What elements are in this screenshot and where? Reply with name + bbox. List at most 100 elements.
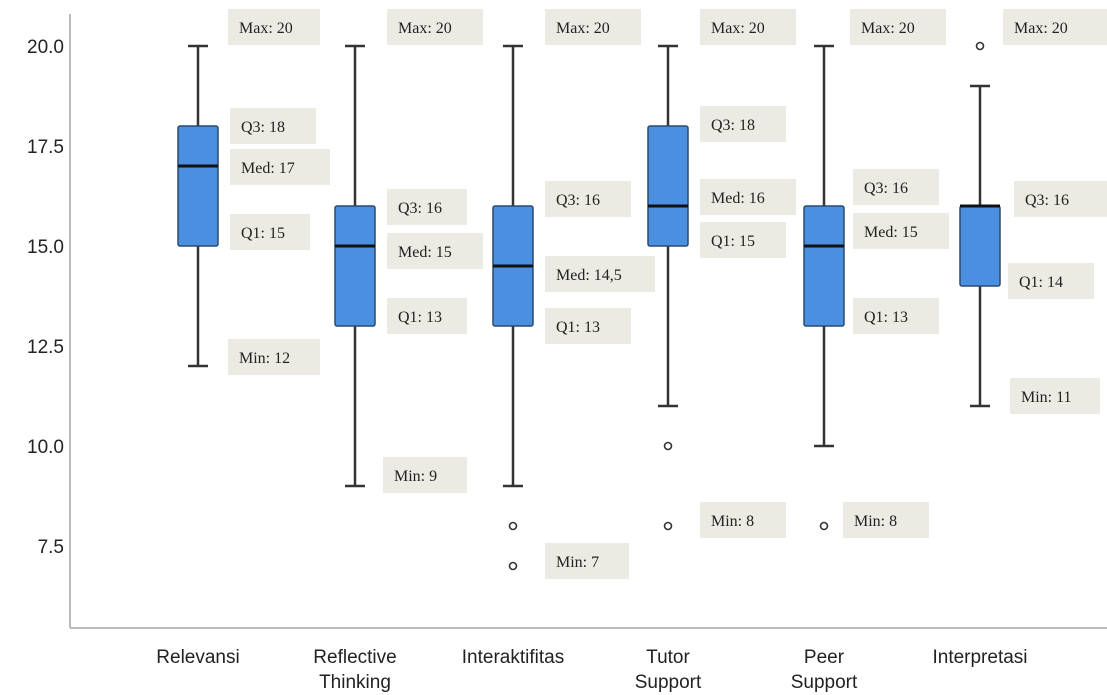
iqr-box	[647, 125, 689, 247]
x-category-label: Reflective	[313, 647, 396, 668]
annotation-min: Min: 8	[700, 502, 786, 538]
annotation-min-label: Min: 9	[394, 468, 437, 485]
box-6	[959, 41, 1001, 408]
annotation-max-label: Max: 20	[556, 20, 610, 37]
annotation-median: Med: 16	[700, 179, 796, 215]
annotation-bg	[853, 298, 939, 334]
annotation-bg	[545, 9, 641, 45]
annotation-bg	[230, 214, 310, 250]
annotation-bg	[545, 308, 631, 344]
annotation-q3: Q3: 18	[700, 106, 786, 142]
annotation-min-label: Min: 8	[854, 513, 897, 530]
x-category-label: Support	[791, 672, 858, 693]
annotation-bg	[853, 169, 939, 205]
annotation-bg	[700, 502, 786, 538]
annotation-bg	[545, 543, 629, 579]
annotation-min: Min: 9	[383, 457, 467, 493]
annotation-bg	[387, 9, 483, 45]
annotation-bg	[700, 106, 786, 142]
annotation-min: Min: 12	[228, 339, 320, 375]
annotation-max: Max: 20	[387, 9, 483, 45]
annotation-q3: Q3: 18	[230, 108, 316, 144]
y-tick-label: 20.0	[27, 37, 64, 58]
outlier-point	[663, 521, 673, 531]
annotation-bg	[1010, 378, 1100, 414]
annotation-min: Min: 7	[545, 543, 629, 579]
annotation-min-label: Min: 7	[556, 554, 599, 571]
outlier-point	[819, 521, 829, 531]
annotation-q3-label: Q3: 16	[864, 180, 908, 197]
axes	[69, 14, 1107, 629]
annotation-bg	[700, 9, 796, 45]
x-category-label: Relevansi	[156, 647, 239, 668]
annotation-bg	[387, 233, 483, 269]
annotation-bg	[545, 256, 655, 292]
box-5	[803, 44, 845, 531]
annotation-bg	[1008, 263, 1094, 299]
annotation-q1: Q1: 15	[700, 222, 786, 258]
annotation-median: Med: 14,5	[545, 256, 655, 292]
x-category-label: Interaktifitas	[462, 647, 564, 668]
annotation-bg	[545, 181, 631, 217]
annotation-bg	[228, 339, 320, 375]
annotation-median-label: Med: 15	[398, 244, 452, 261]
outlier-point	[663, 441, 673, 451]
annotation-min-label: Min: 12	[239, 350, 290, 367]
annotation-max: Max: 20	[850, 9, 946, 45]
annotation-q1: Q1: 13	[853, 298, 939, 334]
y-tick-label: 15.0	[27, 237, 64, 258]
x-category-label: Interpretasi	[932, 647, 1027, 668]
box-1	[177, 44, 219, 368]
annotation-median: Med: 17	[230, 149, 330, 185]
annotation-max: Max: 20	[545, 9, 641, 45]
annotation-q3: Q3: 16	[1014, 181, 1107, 217]
annotation-bg	[387, 189, 467, 225]
y-tick-label: 10.0	[27, 437, 64, 458]
annotation-q1: Q1: 13	[545, 308, 631, 344]
annotation-q3-label: Q3: 16	[556, 192, 600, 209]
annotation-median: Med: 15	[853, 213, 949, 249]
annotation-q1-label: Q1: 13	[864, 309, 908, 326]
y-tick-label: 12.5	[27, 337, 64, 358]
annotation-max: Max: 20	[228, 9, 320, 45]
x-category-label: Support	[635, 672, 702, 693]
annotation-bg	[230, 149, 330, 185]
annotation-median: Med: 15	[387, 233, 483, 269]
annotation-max-label: Max: 20	[239, 20, 293, 37]
annotation-q3-label: Q3: 16	[1025, 192, 1069, 209]
box-4	[647, 44, 689, 531]
annotation-q3-label: Q3: 18	[241, 119, 285, 136]
annotation-q1: Q1: 14	[1008, 263, 1094, 299]
x-category-label: Thinking	[319, 672, 391, 693]
annotation-q3: Q3: 16	[545, 181, 631, 217]
iqr-box	[177, 125, 219, 247]
annotation-bg	[1014, 181, 1107, 217]
annotations: Max: 20 Q3: 18 Med: 17 Q1: 15 Min: 12 Max: 20…	[228, 9, 1107, 579]
annotation-q3: Q3: 16	[387, 189, 467, 225]
annotation-max-label: Max: 20	[398, 20, 452, 37]
annotation-q3-label: Q3: 16	[398, 200, 442, 217]
annotation-q1-label: Q1: 14	[1019, 274, 1063, 291]
annotation-max: Max: 20	[700, 9, 796, 45]
iqr-box	[803, 205, 845, 327]
x-category-label: Tutor	[646, 647, 690, 668]
annotation-bg	[387, 298, 467, 334]
x-category-label: Peer	[804, 647, 845, 668]
annotation-bg	[1003, 9, 1107, 45]
box-2	[334, 44, 376, 488]
annotation-bg	[228, 9, 320, 45]
annotation-bg	[850, 9, 946, 45]
boxes	[177, 41, 1001, 571]
annotation-q1-label: Q1: 15	[241, 225, 285, 242]
annotation-median-label: Med: 17	[241, 160, 295, 177]
annotation-q1-label: Q1: 13	[556, 319, 600, 336]
annotation-q1: Q1: 15	[230, 214, 310, 250]
annotation-median-label: Med: 14,5	[556, 267, 622, 284]
outlier-point	[508, 561, 518, 571]
iqr-box	[334, 205, 376, 327]
annotation-bg	[700, 222, 786, 258]
annotation-median-label: Med: 15	[864, 224, 918, 241]
annotation-min: Min: 8	[843, 502, 929, 538]
y-tick-label: 17.5	[27, 137, 64, 158]
